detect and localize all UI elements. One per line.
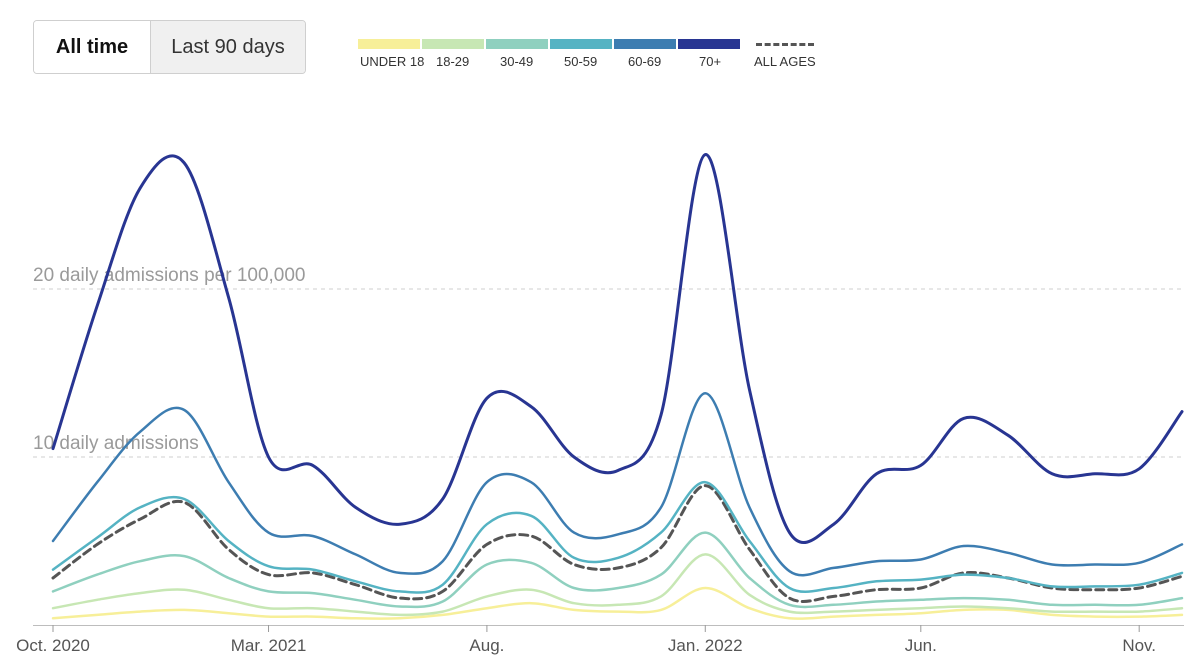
series-line-30-49 bbox=[51, 531, 1184, 609]
legend-swatch-18-29 bbox=[422, 39, 484, 49]
legend-label-50-59: 50-59 bbox=[564, 54, 598, 69]
legend-swatch-30-49 bbox=[486, 39, 548, 49]
legend-item-under-18: UNDER 18 bbox=[358, 39, 424, 69]
legend-swatch-50-59 bbox=[550, 39, 612, 49]
gridline-label-20: 20 daily admissions per 100,000 bbox=[33, 265, 306, 286]
legend-label-under-18: UNDER 18 bbox=[360, 54, 425, 69]
x-tick-label: Jan. 2022 bbox=[668, 636, 743, 655]
time-range-toggle: All time Last 90 days bbox=[33, 20, 306, 74]
legend-swatch-under-18 bbox=[358, 39, 420, 49]
legend-label-30-49: 30-49 bbox=[500, 54, 534, 69]
legend-label-60-69: 60-69 bbox=[628, 54, 662, 69]
gridline-label-10: 10 daily admissions bbox=[33, 433, 199, 454]
x-tick-label: Jun. bbox=[905, 636, 937, 655]
x-tick-label: Oct. 2020 bbox=[16, 636, 90, 655]
legend-item-60-69: 60-69 bbox=[614, 39, 676, 69]
series-line-70- bbox=[51, 153, 1184, 545]
legend-dash-all-ages bbox=[756, 43, 814, 46]
legend-swatch-70-plus bbox=[678, 39, 740, 49]
legend-label-all-ages: ALL AGES bbox=[754, 54, 816, 69]
legend-swatch-60-69 bbox=[614, 39, 676, 49]
legend-label-18-29: 18-29 bbox=[436, 54, 470, 69]
legend-item-70-plus: 70+ bbox=[678, 39, 740, 69]
x-tick-label: Mar. 2021 bbox=[231, 636, 307, 655]
series-line-all-ages bbox=[51, 484, 1184, 603]
series-line-18-29 bbox=[51, 553, 1184, 617]
legend-item-50-59: 50-59 bbox=[550, 39, 612, 69]
all-time-button[interactable]: All time bbox=[34, 21, 150, 73]
legend-item-30-49: 30-49 bbox=[486, 39, 548, 69]
x-tick-label: Aug. bbox=[469, 636, 504, 655]
series-line-60-69 bbox=[51, 391, 1184, 577]
legend-item-18-29: 18-29 bbox=[422, 39, 484, 69]
last-90-days-button[interactable]: Last 90 days bbox=[150, 21, 305, 73]
series-line-50-59 bbox=[51, 480, 1184, 594]
legend-label-70-plus: 70+ bbox=[699, 54, 722, 69]
series-line-under-18 bbox=[51, 586, 1184, 620]
x-tick-label: Nov. bbox=[1122, 636, 1156, 655]
